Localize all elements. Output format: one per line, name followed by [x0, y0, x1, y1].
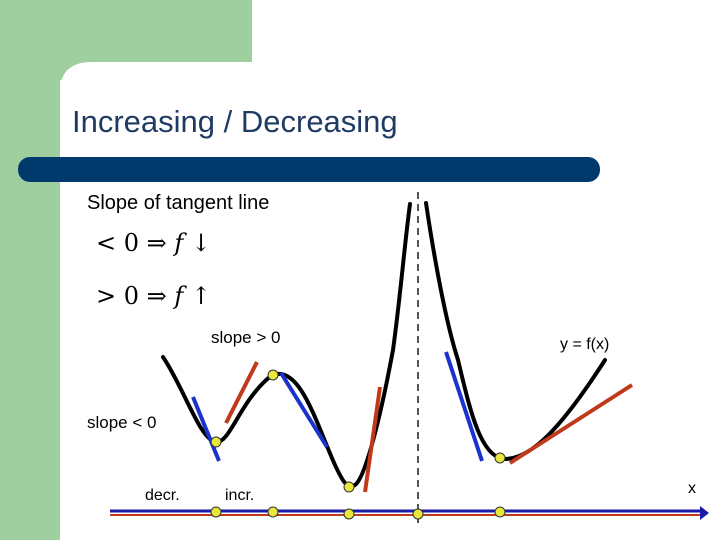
implies-symbol: ⇒ — [146, 282, 167, 310]
decreasing-rule: < 0 ⇒ f ↓ — [96, 229, 211, 257]
function-symbol: f — [174, 229, 184, 257]
navy-divider-bar — [18, 157, 600, 182]
axis-point — [267, 506, 279, 518]
axis-point — [494, 506, 506, 518]
increasing-label: incr. — [225, 487, 255, 504]
rule-compare: > 0 — [96, 282, 140, 310]
tangent-negative-left — [191, 396, 221, 462]
curve-point-min-right — [494, 452, 506, 464]
implies-symbol: ⇒ — [146, 229, 167, 257]
x-axis-arrowhead — [700, 506, 709, 520]
function-symbol: f — [174, 282, 184, 310]
tangent-negative-middle — [279, 371, 329, 449]
slope-positive-label: slope > 0 — [211, 328, 281, 347]
tangent-positive-left — [224, 361, 259, 424]
slide-title: Increasing / Decreasing — [72, 104, 398, 139]
curve-label: y = f(x) — [560, 336, 610, 353]
axis-point — [210, 506, 222, 518]
green-band-left — [0, 0, 60, 540]
x-axis-label: x — [688, 480, 696, 497]
down-arrow-icon: ↓ — [190, 229, 212, 257]
increasing-rule: > 0 ⇒ f ↑ — [96, 282, 211, 310]
decreasing-label: decr. — [145, 487, 180, 504]
curve-point-max — [267, 369, 279, 381]
tangent-positive-right — [508, 383, 634, 465]
curve-point-min-middle — [343, 481, 355, 493]
slide-subtitle: Slope of tangent line — [87, 192, 270, 214]
curve-point-min-left — [210, 436, 222, 448]
tangent-negative-right — [444, 351, 484, 462]
rule-compare: < 0 — [96, 229, 140, 257]
up-arrow-icon: ↑ — [190, 282, 212, 310]
function-curve-right — [424, 201, 607, 462]
axis-point — [412, 508, 424, 520]
tangent-positive-steep — [363, 386, 382, 493]
axis-point — [343, 508, 355, 520]
slope-negative-label: slope < 0 — [87, 413, 157, 432]
